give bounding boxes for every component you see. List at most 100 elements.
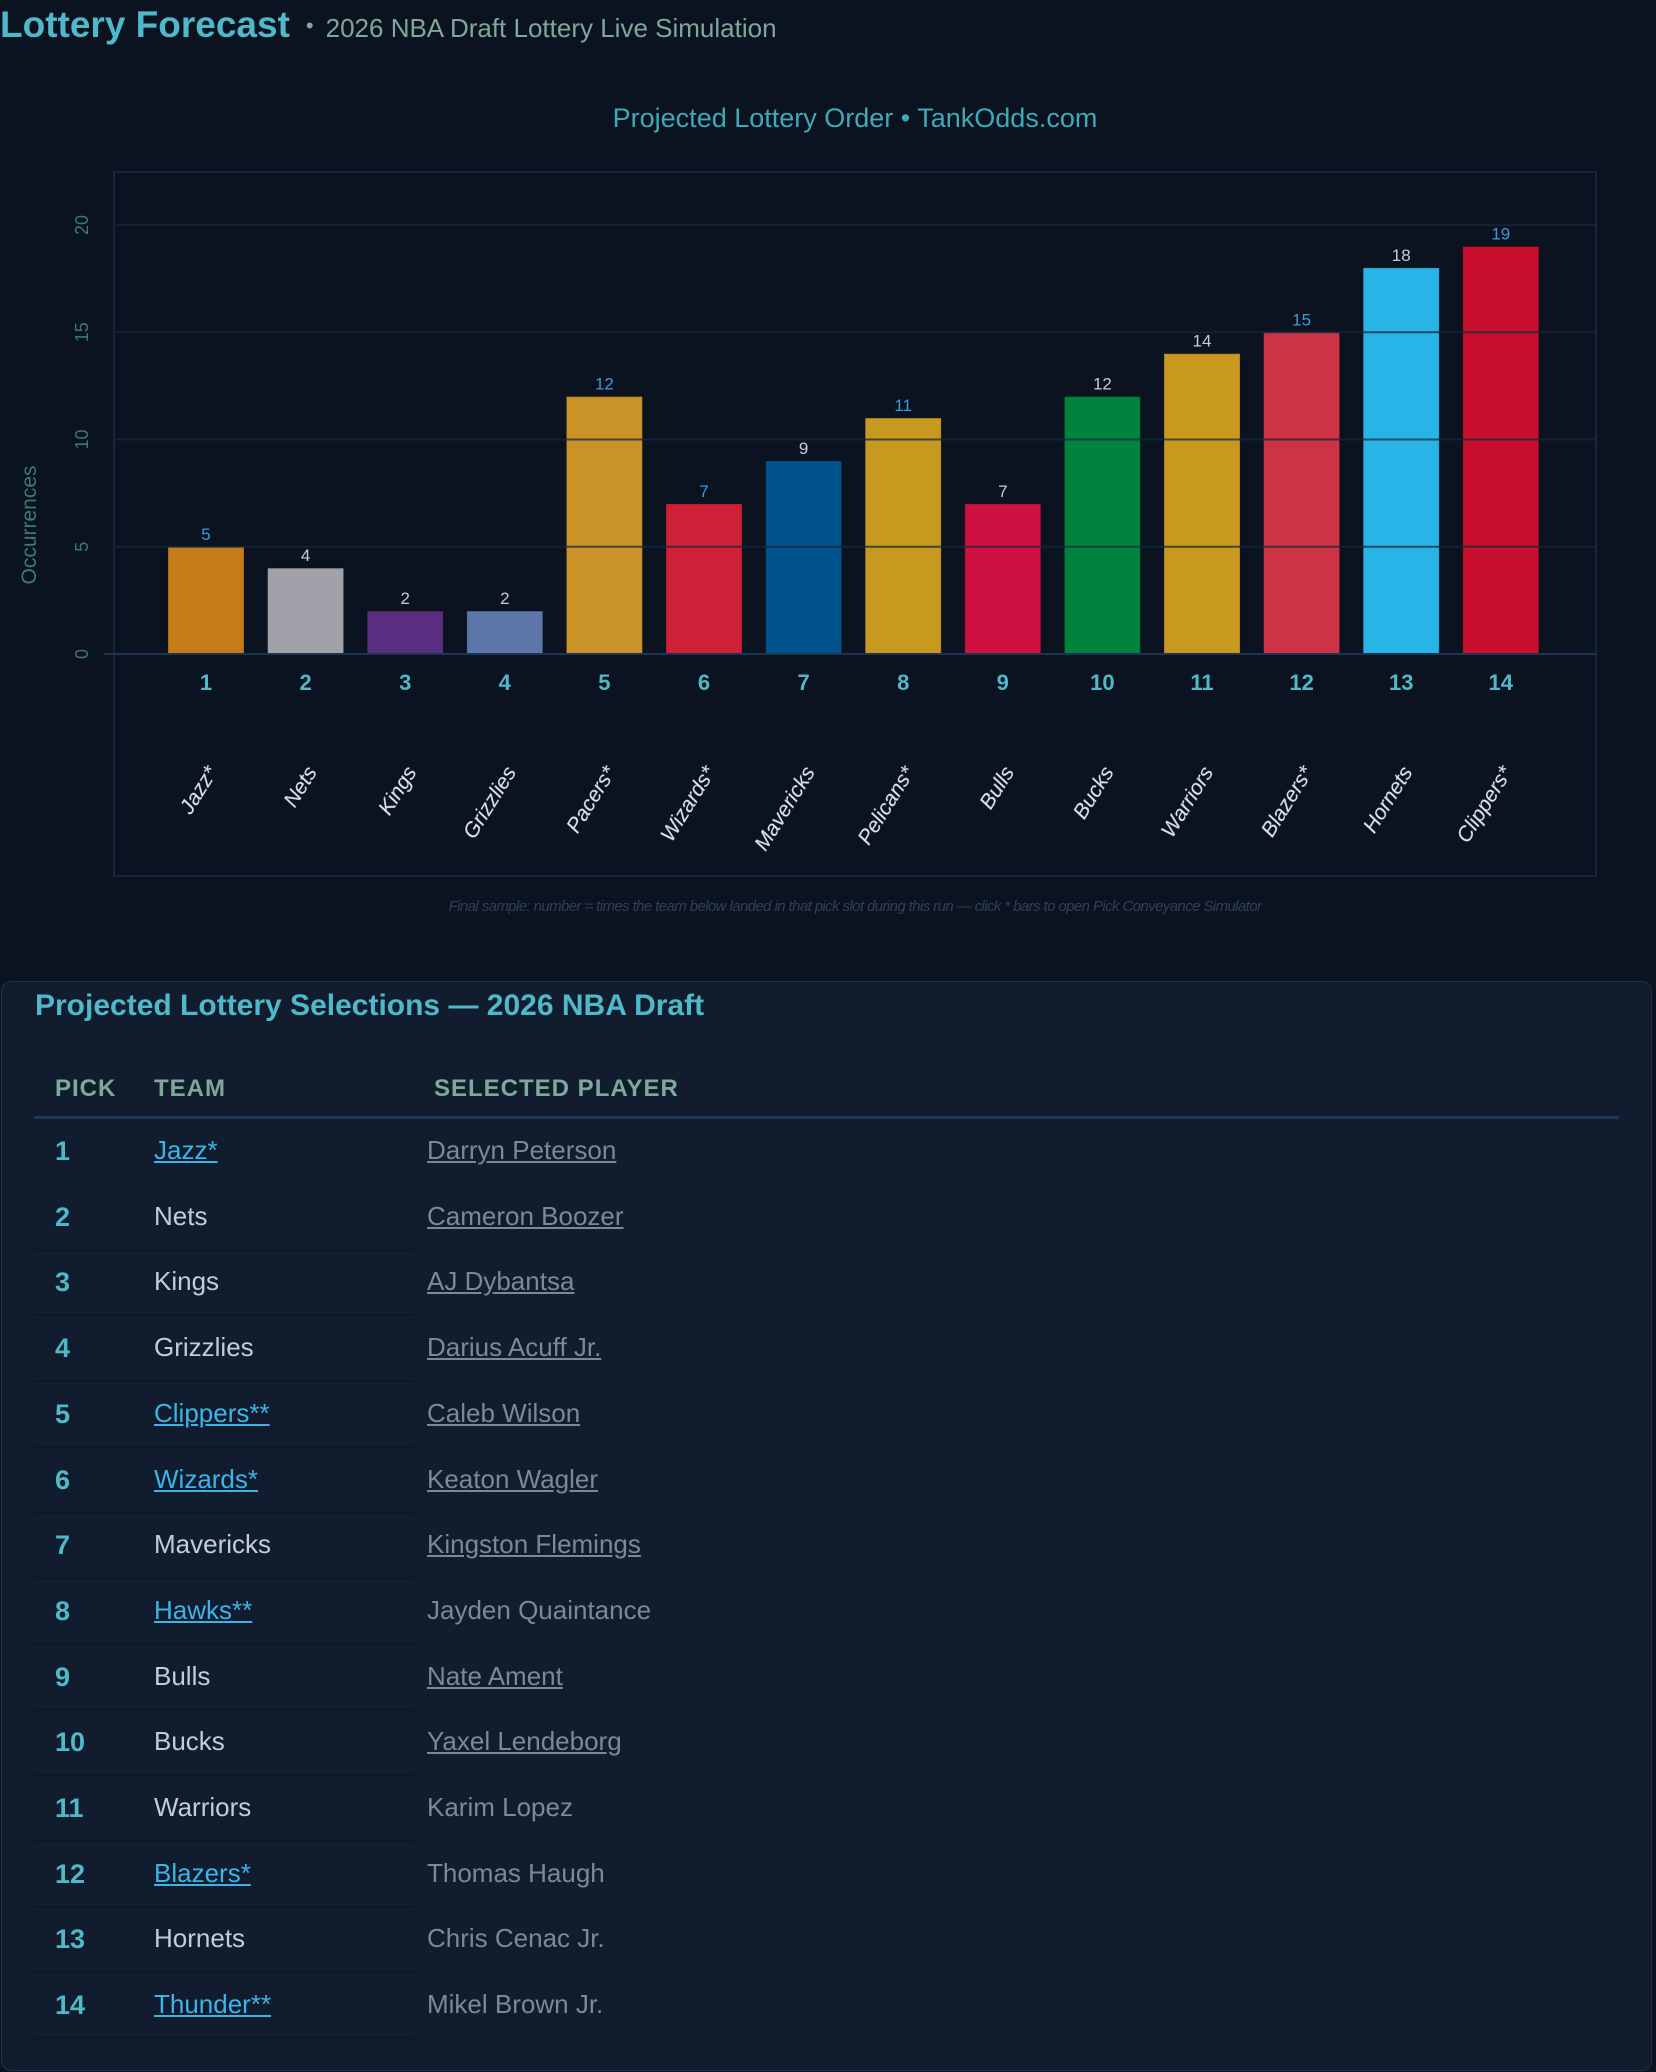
player-link[interactable]: Nate Ament [427,1660,563,1691]
table-row: 8 Hawks** Jayden Quaintance [34,1580,1624,1645]
bar-10 [1063,396,1141,655]
pick-number: 11 [55,1793,84,1823]
pick-tick-label: 12 [1289,670,1313,695]
title-separator: • [305,13,314,38]
player-name: Chris Cenac Jr. [427,1923,605,1954]
page-subtitle: 2026 NBA Draft Lottery Live Simulation [325,13,777,43]
team-tick-label: Warriors [1157,762,1219,842]
y-tick-label: 20 [72,215,92,235]
pick-tick-label: 8 [897,670,909,695]
bar-value-label: 7 [998,482,1007,501]
bar-value-label: 5 [201,525,210,544]
pick-tick-label: 3 [399,670,411,695]
team-tick-label: Bulls [975,762,1019,813]
team-tick-label: Grizzlies [459,762,521,843]
y-tick-label: 15 [72,322,92,342]
bar-3 [366,610,444,655]
team-link[interactable]: Wizards* [154,1463,259,1494]
y-tick-label: 0 [72,649,92,659]
pick-number: 10 [55,1727,86,1758]
player-link[interactable]: Caleb Wilson [427,1397,581,1428]
row-divider [34,1380,414,1383]
pick-number: 2 [55,1201,71,1232]
row-divider [34,1905,414,1908]
team-name: Kings [154,1266,220,1297]
bar-5 [565,396,643,655]
pick-number: 1 [55,1136,71,1166]
page-header: Lottery Forecast • 2026 NBA Draft Lottery … [0,4,777,46]
table-row: 7 Mavericks Kingston Flemings [34,1514,1624,1580]
player-name: Mikel Brown Jr. [427,1989,604,2020]
team-link[interactable]: Jazz* [154,1135,218,1165]
player-link[interactable]: AJ Dybantsa [427,1266,575,1297]
selections-panel: Projected Lottery Selections — 2026 NBA … [1,981,1652,2071]
chart-note: Final sample: number = times the team be… [448,898,1262,915]
team-name: Grizzlies [154,1332,254,1363]
team-tick-label: Pacers* [562,762,621,837]
pick-number: 7 [55,1530,71,1561]
bar-1 [167,546,245,655]
table-row: 1 Jazz* Darryn Peterson [34,1120,1624,1185]
column-header-player: SELECTED PLAYER [434,1075,679,1102]
y-tick-label: 10 [72,429,92,449]
bar-value-label: 4 [301,546,310,565]
row-divider [34,1774,414,1777]
pick-number: 5 [55,1398,71,1429]
row-divider [34,1971,414,1974]
player-link[interactable]: Kingston Flemings [427,1529,641,1560]
pick-tick-label: 7 [797,670,809,695]
pick-number: 3 [55,1267,71,1298]
table-row: 4 Grizzlies Darius Acuff Jr. [34,1317,1624,1383]
bar-7 [765,460,843,655]
pick-number: 12 [55,1858,86,1889]
team-tick-label: Jazz* [175,762,223,819]
bar-value-label: 7 [699,482,708,501]
row-divider [34,2037,414,2040]
team-name: Nets [154,1200,208,1231]
player-link[interactable]: Cameron Boozer [427,1200,624,1231]
plot-frame [113,171,1597,877]
player-name: Karim Lopez [427,1792,573,1822]
chart-title: Projected Lottery Order • TankOdds.com [613,103,1098,133]
team-link[interactable]: Hawks** [154,1594,253,1625]
table-row: 5 Clippers** Caleb Wilson [34,1383,1624,1448]
bar-value-label: 9 [799,439,808,458]
row-divider [34,1840,414,1842]
team-link[interactable]: Clippers** [154,1397,270,1428]
bar-6 [665,503,743,655]
header-divider [34,1116,1619,1119]
player-link[interactable]: Darius Acuff Jr. [427,1332,602,1363]
pick-number: 8 [55,1595,71,1626]
pick-tick-label: 10 [1090,670,1114,695]
pick-tick-label: 5 [598,670,610,695]
table-row: 11 Warriors Karim Lopez [34,1777,1624,1842]
pick-tick-label: 4 [499,670,512,695]
bar-11 [1163,353,1241,655]
row-divider [34,1183,414,1185]
row-divider [34,1445,414,1448]
pick-tick-label: 2 [299,670,311,695]
bar-value-label: 18 [1392,246,1411,265]
table-row: 2 Nets Cameron Boozer [34,1186,1624,1251]
team-tick-label: Mavericks [750,762,820,855]
y-tick-label: 5 [72,542,92,552]
lottery-bar-chart: Projected Lottery Order • TankOdds.com Oc… [18,103,1597,877]
player-name: Thomas Haugh [427,1857,605,1888]
pick-tick-label: 14 [1489,670,1514,695]
player-link[interactable]: Keaton Wagler [427,1463,599,1494]
team-name: Warriors [154,1792,252,1822]
y-axis-label: Occurrences [18,465,41,584]
bar-value-label: 19 [1491,224,1510,243]
team-link[interactable]: Thunder** [154,1989,272,2020]
bar-value-label: 14 [1193,332,1212,351]
bar-12 [1263,331,1341,655]
player-name: Jayden Quaintance [427,1594,652,1625]
team-link[interactable]: Blazers* [154,1857,251,1888]
player-link[interactable]: Darryn Peterson [427,1135,617,1165]
table-row: 3 Kings AJ Dybantsa [34,1251,1624,1317]
team-tick-label: Kings [374,762,422,819]
row-divider [34,1577,414,1580]
bar-value-label: 11 [894,396,912,415]
bar-9 [964,503,1042,655]
player-link[interactable]: Yaxel Lendeborg [427,1726,622,1757]
